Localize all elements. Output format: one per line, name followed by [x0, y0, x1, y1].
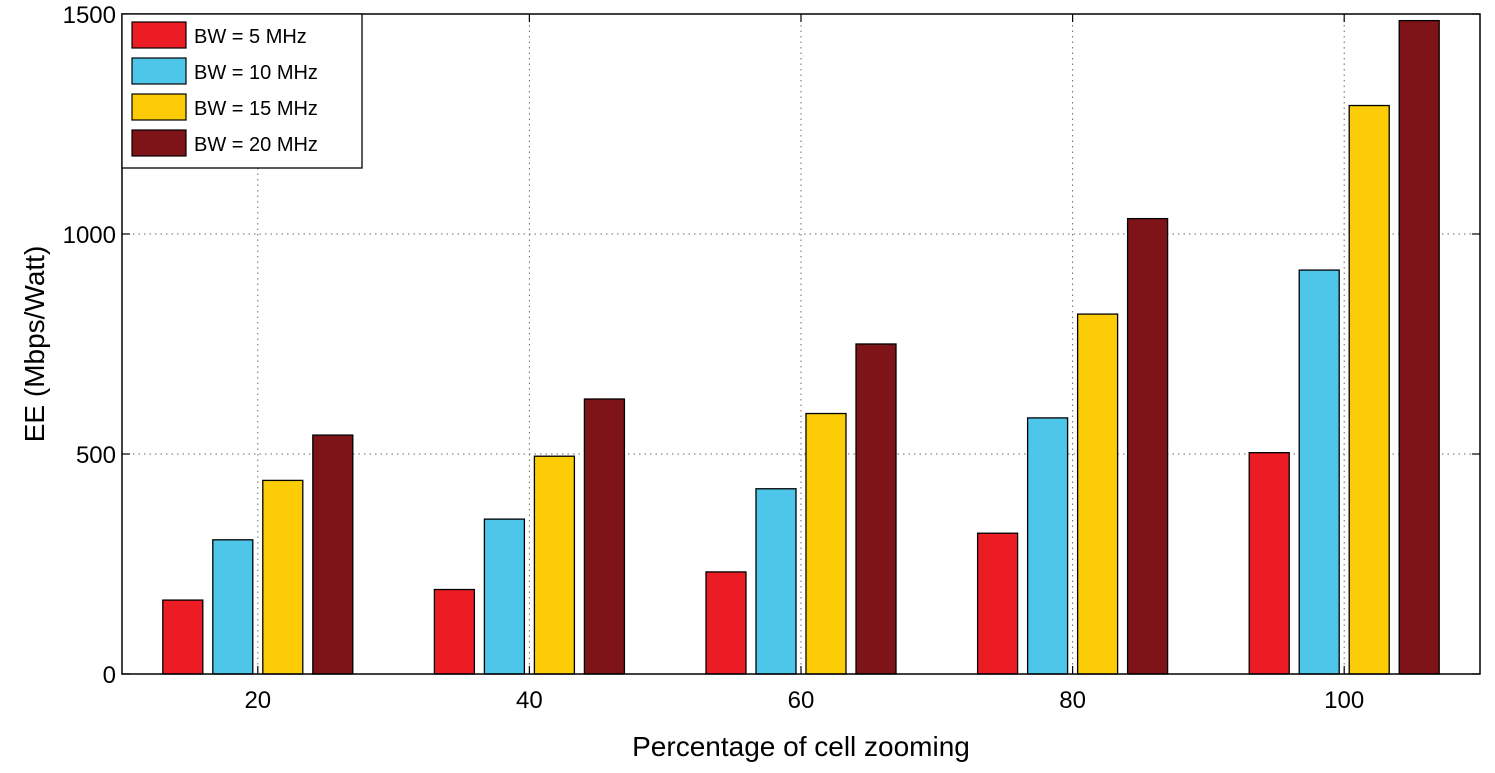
legend-label: BW = 15 MHz	[194, 98, 318, 120]
legend-swatch	[131, 129, 187, 157]
bar-bw-20-mhz-60	[855, 343, 897, 675]
bar-bw-5-mhz-60	[705, 571, 747, 675]
bar-bw-5-mhz-80	[976, 532, 1019, 675]
bar-bw-5-mhz-100	[1248, 452, 1290, 675]
legend-label: BW = 5 MHz	[194, 26, 307, 48]
bar-bw-5-mhz-20	[162, 599, 204, 675]
y-tick-label: 1500	[63, 2, 116, 29]
y-tick-label: 0	[103, 662, 116, 689]
legend: BW = 5 MHz BW = 10 MHz BW = 15 MHz BW = 20 …	[121, 13, 363, 169]
bar-bw-15-mhz-60	[805, 412, 847, 675]
bar-bw-10-mhz-20	[212, 539, 254, 675]
legend-label: BW = 20 MHz	[194, 134, 318, 156]
bar-bw-15-mhz-100	[1348, 104, 1390, 675]
bar-bw-15-mhz-20	[262, 479, 304, 675]
x-tick-label: 100	[1324, 687, 1364, 714]
x-tick-label: 20	[244, 687, 271, 714]
bar-bw-15-mhz-40	[533, 455, 576, 675]
legend-swatch	[131, 93, 187, 121]
x-tick-label: 40	[516, 687, 543, 714]
bar-bw-20-mhz-20	[312, 434, 354, 675]
bar-bw-20-mhz-40	[583, 398, 626, 675]
bar-bw-20-mhz-100	[1398, 19, 1440, 675]
bar-bw-15-mhz-80	[1076, 313, 1119, 675]
y-tick-label: 1000	[63, 222, 116, 249]
tick-layer: 0 500 1000 1500 20 40 60 80 100	[63, 2, 1480, 714]
bar-bw-10-mhz-80	[1026, 417, 1069, 675]
x-tick-label: 60	[788, 687, 815, 714]
bar-layer	[162, 19, 1440, 675]
legend-swatch	[131, 57, 187, 85]
x-tick-label: 80	[1059, 687, 1086, 714]
bar-bw-5-mhz-40	[433, 588, 476, 675]
bar-bw-20-mhz-80	[1126, 217, 1169, 675]
y-axis-title: EE (Mbps/Watt)	[19, 246, 50, 443]
legend-label: BW = 10 MHz	[194, 62, 318, 84]
bar-bw-10-mhz-40	[483, 518, 526, 675]
bar-bw-10-mhz-60	[755, 488, 797, 675]
legend-swatch	[131, 21, 187, 49]
y-tick-label: 500	[76, 442, 116, 469]
bar-bw-10-mhz-100	[1298, 269, 1340, 675]
x-axis-title: Percentage of cell zooming	[632, 731, 970, 762]
